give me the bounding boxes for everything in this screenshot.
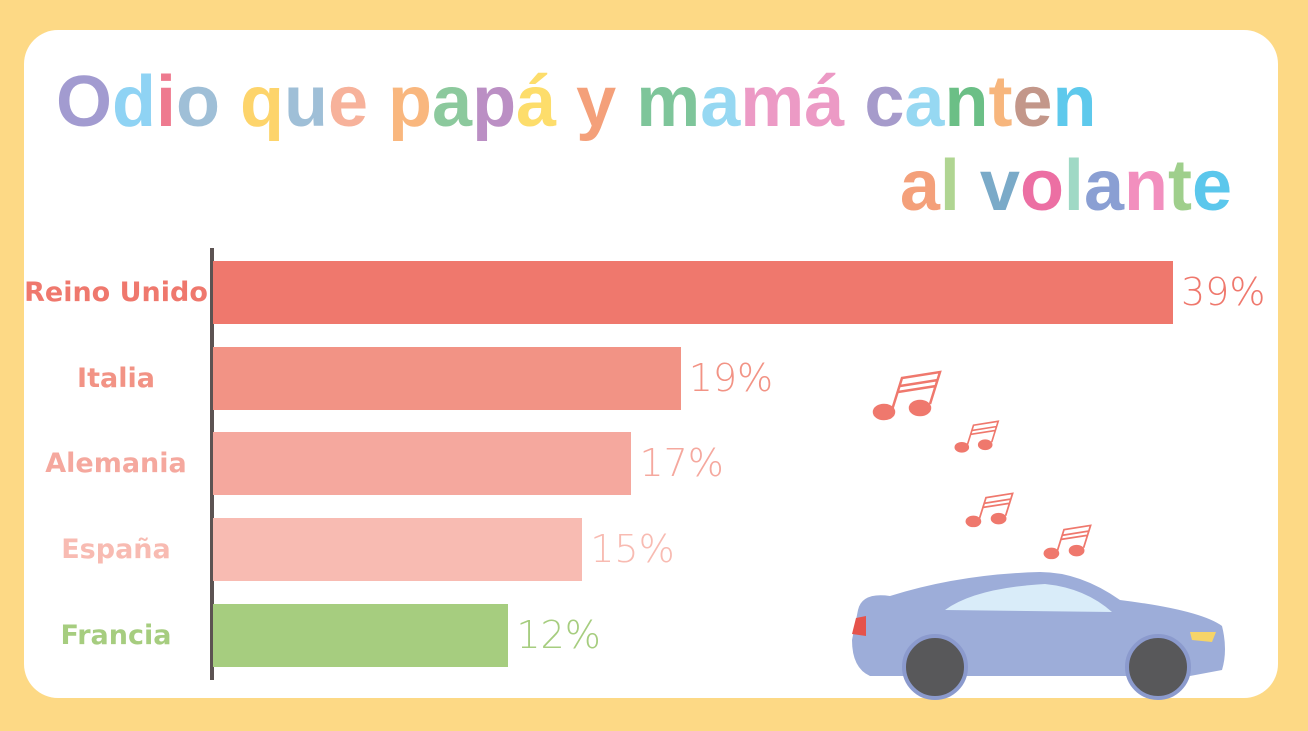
value-label: 19% xyxy=(688,355,774,400)
category-label: España xyxy=(61,534,171,566)
title-letter: n xyxy=(1123,146,1168,226)
chart-title-line2: al volante xyxy=(900,150,1232,222)
title-letter: a xyxy=(899,146,940,226)
title-letter: l xyxy=(1063,146,1084,226)
category-label: Reino Unido xyxy=(24,277,208,308)
chart-title-line1: Odio que papá y mamá canten xyxy=(56,66,1096,138)
bar-1 xyxy=(213,346,681,410)
title-letter: o xyxy=(1019,146,1064,226)
y-axis-line xyxy=(210,248,214,680)
value-label: 39% xyxy=(1181,270,1266,314)
bar-2 xyxy=(213,432,632,496)
title-letter: u xyxy=(284,62,328,142)
title-letter: a xyxy=(700,62,741,142)
title-letter: a xyxy=(1083,146,1124,226)
title-letter: n xyxy=(1052,62,1097,142)
title-letter: q xyxy=(240,62,284,142)
bar-3 xyxy=(213,518,583,582)
title-letter: á xyxy=(804,62,845,142)
title-letter: c xyxy=(864,62,905,142)
category-label: Italia xyxy=(77,362,155,394)
value-label: 12% xyxy=(516,612,601,657)
value-label: 17% xyxy=(639,441,724,486)
title-letter: á xyxy=(516,62,557,142)
title-letter: O xyxy=(56,62,113,142)
title-letter: e xyxy=(1191,146,1232,226)
title-letter: d xyxy=(112,62,156,142)
category-label: Francia xyxy=(60,619,172,651)
music-notes-icon xyxy=(872,370,1092,560)
title-letter: y xyxy=(576,62,617,142)
title-letter: v xyxy=(979,146,1020,226)
title-letter: i xyxy=(156,62,177,142)
title-letter: t xyxy=(1167,146,1192,226)
bar-0 xyxy=(213,261,1173,324)
title-letter: e xyxy=(327,62,369,142)
category-label: Alemania xyxy=(45,448,187,480)
title-letter: a xyxy=(432,62,473,142)
title-letter: e xyxy=(1012,62,1053,142)
title-letter: l xyxy=(939,146,960,226)
title-letter: p xyxy=(388,62,433,142)
title-letter: m xyxy=(636,62,701,142)
bar-4 xyxy=(213,603,509,667)
title-letter: a xyxy=(904,62,945,142)
title-letter: m xyxy=(740,62,805,142)
value-label: 15% xyxy=(590,527,675,572)
title-letter: n xyxy=(944,62,989,142)
car-icon xyxy=(852,572,1225,700)
title-letter: t xyxy=(988,62,1013,142)
title-letter: p xyxy=(472,62,517,142)
title-letter: o xyxy=(176,62,220,142)
